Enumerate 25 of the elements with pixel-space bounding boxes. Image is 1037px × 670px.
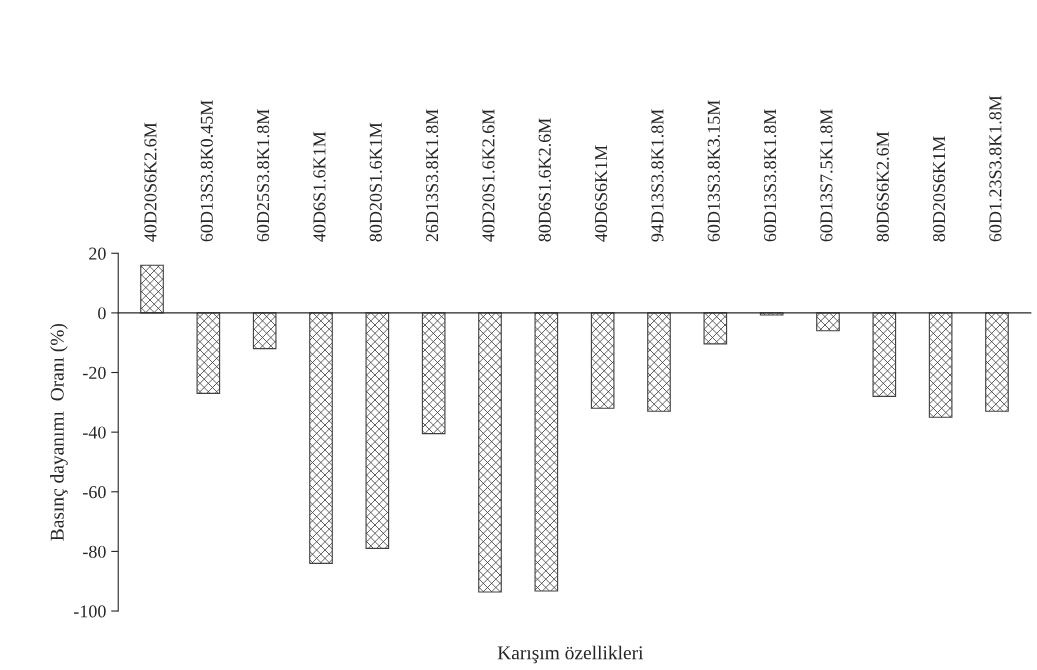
- y-axis-title: Basınç dayanımı Oranı (%): [50, 323, 68, 541]
- x-tick-label: 40D6S1.6K1M: [313, 131, 326, 242]
- y-tick-label: -20: [83, 366, 106, 379]
- y-tick-label: -40: [83, 426, 106, 439]
- x-tick-label: 40D6S6K1M: [595, 145, 608, 242]
- x-tick-label: 26D13S3.8K1.8M: [426, 109, 439, 242]
- y-tick-label: 20: [89, 247, 106, 260]
- x-tick-label: 80D20S6K1M: [932, 136, 946, 242]
- y-tick-label: -60: [83, 486, 106, 499]
- x-tick-label: 80D20S1.6K1M: [369, 122, 382, 242]
- x-tick-label: 60D13S3.8K1.8M: [763, 109, 777, 242]
- y-tick-label: 0: [98, 307, 106, 320]
- x-tick-label: 60D13S3.8K3.15M: [707, 100, 720, 242]
- y-tick-label: -100: [73, 605, 106, 618]
- x-tick-label: 80D6S6K2.6M: [876, 131, 889, 242]
- x-tick-label: 80D6S1.6K2.6M: [538, 118, 551, 242]
- y-tick-label: -80: [83, 545, 106, 558]
- x-tick-label: 94D13S3.8K1.8M: [651, 109, 664, 242]
- x-tick-label: 60D13S3.8K0.45M: [200, 100, 213, 242]
- x-tick-label: 40D20S6K2.6M: [144, 122, 157, 242]
- x-tick-label: 40D20S1.6K2.6M: [482, 109, 495, 242]
- x-tick-label: 60D1.23S3.8K1.8M: [989, 95, 1002, 242]
- x-tick-label: 60D13S7.5K1.8M: [820, 109, 833, 242]
- x-axis-title: Karışım özellikleri: [497, 645, 644, 664]
- x-tick-label: 60D25S3.8K1.8M: [257, 109, 270, 242]
